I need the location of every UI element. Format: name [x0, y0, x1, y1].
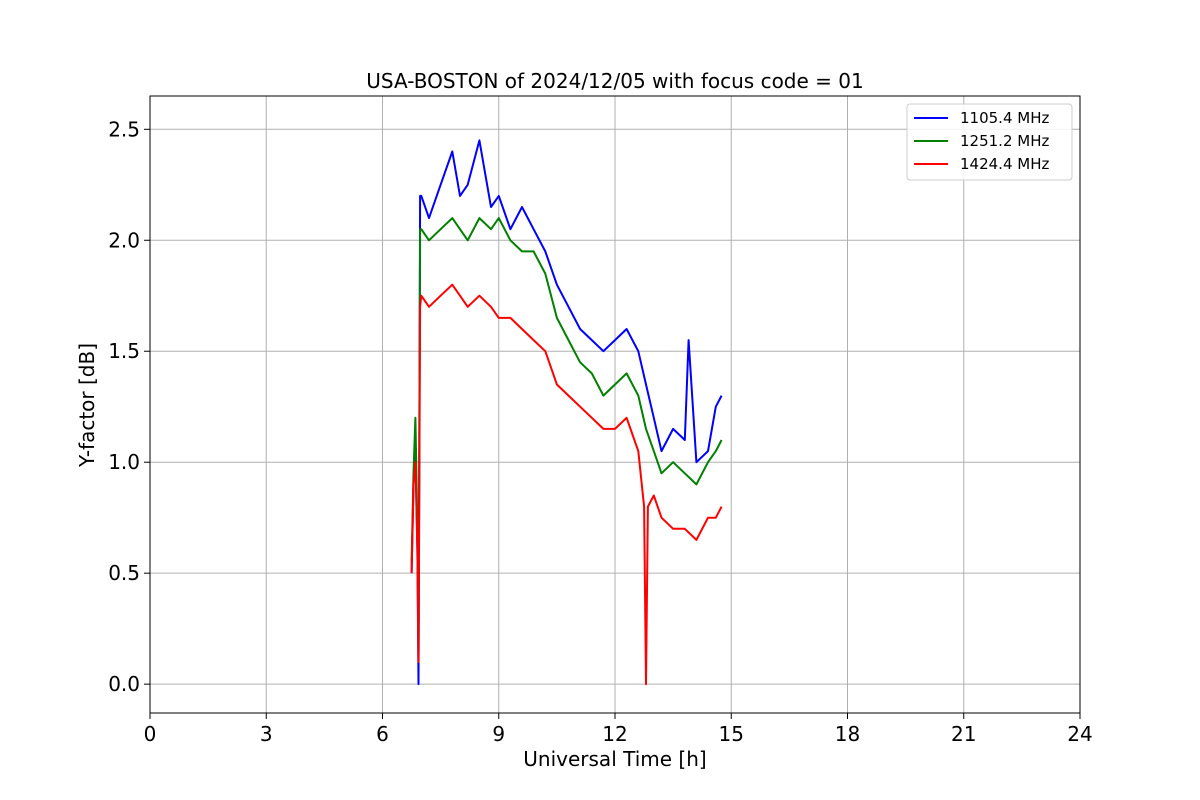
- legend-entry: 1424.4 MHz: [960, 155, 1049, 173]
- y-axis: 0.0 0.5 1.0 1.5 2.0 2.5: [108, 117, 150, 696]
- series-line-1: [410, 139, 723, 686]
- y-axis-label: Y-factor [dB]: [75, 343, 99, 468]
- legend-box: [906, 103, 1073, 181]
- x-tick-label: 3: [260, 722, 273, 746]
- x-tick-label: 9: [492, 722, 505, 746]
- x-tick-label: 12: [602, 722, 627, 746]
- y-tick-label: 0.0: [108, 672, 140, 696]
- y-tick-label: 1.5: [108, 339, 140, 363]
- y-tick-label: 1.0: [108, 450, 140, 474]
- x-axis-label: Universal Time [h]: [523, 747, 706, 771]
- series-line-2: [410, 217, 723, 663]
- x-tick-label: 15: [719, 722, 744, 746]
- legend: 1105.4 MHz 1251.2 MHz 1424.4 MHz: [906, 103, 1073, 181]
- x-tick-label: 6: [376, 722, 389, 746]
- chart-title: USA-BOSTON of 2024/12/05 with focus code…: [366, 69, 863, 93]
- series-line-3: [410, 283, 723, 686]
- x-tick-label: 18: [835, 722, 860, 746]
- series-layer: [410, 139, 723, 686]
- legend-entry: 1105.4 MHz: [960, 109, 1049, 127]
- x-tick-label: 21: [951, 722, 976, 746]
- y-tick-label: 0.5: [108, 561, 140, 585]
- y-tick-label: 2.0: [108, 228, 140, 252]
- x-axis: 0 3 6 9 12 15 18 21 24: [144, 713, 1093, 746]
- x-tick-label: 0: [144, 722, 157, 746]
- x-tick-label: 24: [1067, 722, 1092, 746]
- y-tick-label: 2.5: [108, 117, 140, 141]
- legend-entry: 1251.2 MHz: [960, 132, 1049, 150]
